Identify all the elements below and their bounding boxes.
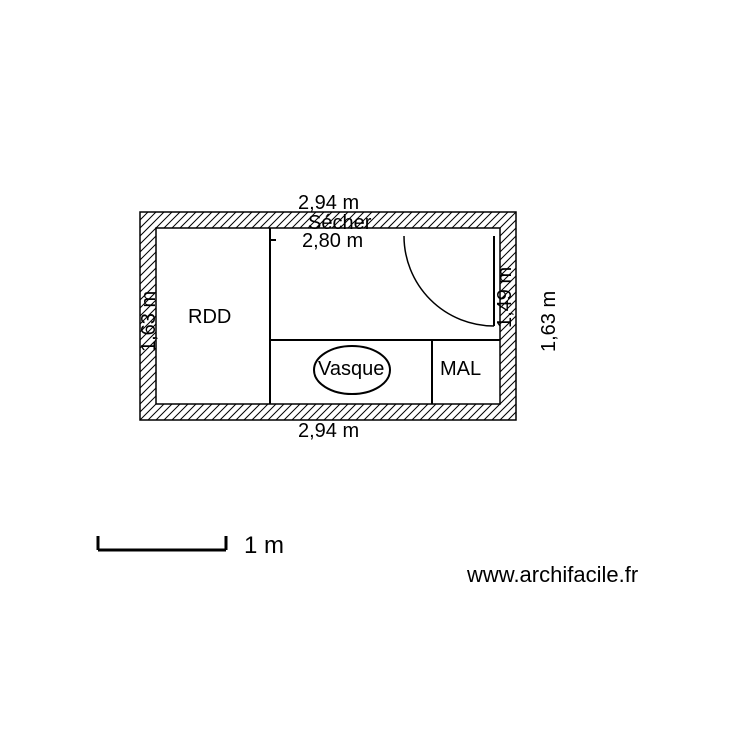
room-label-rdd: RDD [188, 306, 231, 329]
floorplan-canvas: 2,94 m Sécher 2,80 m 1,63 m 1,63 m 1,49 … [0, 0, 750, 750]
dim-right: 1,63 m [538, 291, 561, 352]
scale-label: 1 m [244, 532, 284, 560]
dim-bottom: 2,94 m [298, 420, 359, 443]
dim-top-inner: 2,80 m [302, 230, 363, 253]
watermark: www.archifacile.fr [467, 562, 638, 588]
room-label-mal: MAL [440, 358, 481, 381]
dim-right-inner: 1,49 m [494, 267, 517, 328]
dim-left: 1,63 m [138, 291, 161, 352]
room-label-vasque: Vasque [318, 358, 384, 381]
